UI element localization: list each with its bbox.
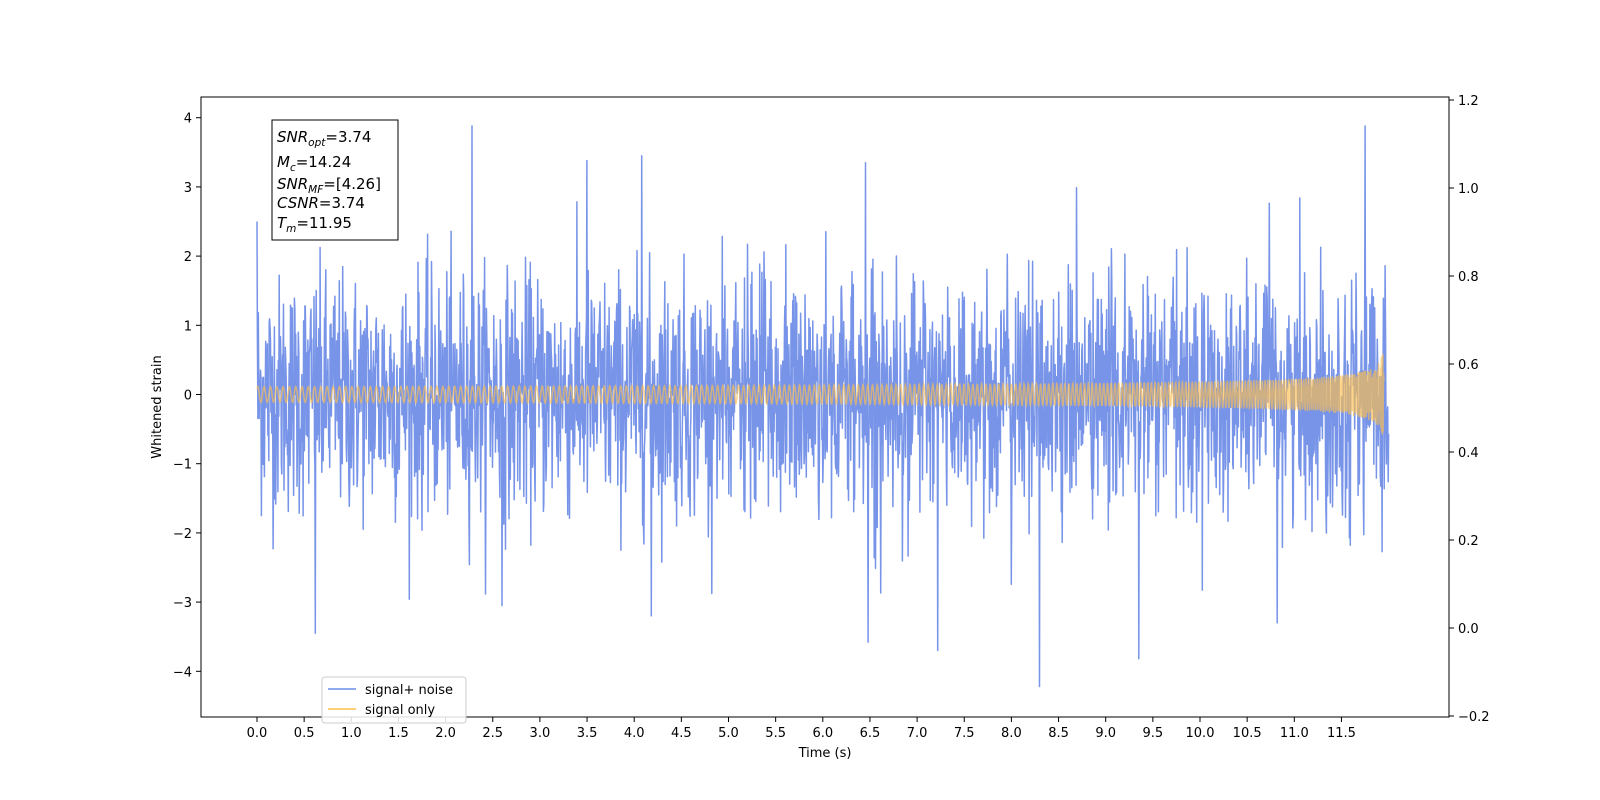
annotation-mc: Mc=14.24	[277, 153, 351, 174]
x-tick-label: 2.0	[435, 726, 456, 741]
y-tick-label: −1	[173, 458, 192, 473]
y-axis-left: 4 3 2 1 0 −1 −2 −3 −4	[173, 112, 201, 680]
annotation-box: SNRopt=3.74 Mc=14.24 SNRMF=[4.26] CSNR=3…	[271, 119, 399, 241]
y-tick-label: 1	[184, 319, 192, 334]
y-tick-label: −4	[173, 665, 192, 680]
x-tick-label: 9.0	[1095, 726, 1116, 741]
x-tick-label: 4.0	[624, 726, 645, 741]
x-tick-label: 6.5	[860, 726, 881, 741]
x-tick-label: 3.5	[577, 726, 598, 741]
y-axis-right: 1.2 1.0 0.8 0.6 0.4 0.2 0.0 −0.2	[1449, 94, 1490, 725]
x-tick-label: 10.0	[1186, 726, 1215, 741]
y-tick-label: 3	[184, 181, 192, 196]
annotation-snr-mf: SNRMF=[4.26]	[277, 175, 381, 196]
x-tick-label: 0.5	[294, 726, 315, 741]
x-tick-label: 3.0	[530, 726, 551, 741]
x-tick-label: 8.0	[1001, 726, 1022, 741]
annotation-snr-opt: SNRopt=3.74	[277, 128, 371, 149]
series-signal-plus-noise-line	[256, 125, 1390, 688]
x-tick-label: 2.5	[482, 726, 503, 741]
y2-tick-label: 0.2	[1458, 534, 1479, 549]
y2-tick-label: 0.0	[1458, 622, 1479, 637]
y2-tick-label: 1.2	[1458, 94, 1479, 109]
y-tick-label: 2	[184, 250, 192, 265]
plot-area	[256, 125, 1390, 688]
x-tick-label: 8.5	[1048, 726, 1069, 741]
y2-tick-label: 0.6	[1458, 358, 1479, 373]
x-tick-label: 1.5	[388, 726, 409, 741]
x-tick-label: 6.0	[812, 726, 833, 741]
x-tick-label: 4.5	[671, 726, 692, 741]
annotation-csnr: CSNR=3.74	[277, 194, 365, 212]
annotation-tm: Tm=11.95	[277, 214, 352, 235]
x-axis: 0.0 0.5 1.0 1.5 2.0 2.5 3.0 3.5 4.0 4.5 5.0 5.5 6.0 6…	[247, 717, 1356, 741]
y-tick-label: −3	[173, 596, 192, 611]
x-tick-label: 0.0	[247, 726, 268, 741]
legend-label-signal-plus-noise: signal+ noise	[365, 683, 453, 698]
x-tick-label: 7.5	[954, 726, 975, 741]
x-tick-label: 11.5	[1327, 726, 1356, 741]
legend-label-signal-only: signal only	[365, 703, 435, 718]
x-tick-label: 11.0	[1280, 726, 1309, 741]
y2-tick-label: 0.4	[1458, 446, 1479, 461]
y2-tick-label: −0.2	[1458, 710, 1490, 725]
y2-tick-label: 0.8	[1458, 270, 1479, 285]
x-tick-label: 10.5	[1233, 726, 1262, 741]
y-tick-label: −2	[173, 527, 192, 542]
x-tick-label: 1.0	[341, 726, 362, 741]
x-axis-label: Time (s)	[798, 746, 852, 761]
x-tick-label: 5.0	[718, 726, 739, 741]
axes-frame	[200, 96, 1450, 718]
y-tick-label: 4	[184, 112, 192, 127]
series-signal-only-line	[256, 353, 1385, 435]
legend: signal+ noise signal only	[321, 676, 467, 724]
x-tick-label: 7.0	[907, 726, 928, 741]
x-tick-label: 9.5	[1143, 726, 1164, 741]
y2-tick-label: 1.0	[1458, 182, 1479, 197]
y-axis-label: Whitened strain	[150, 355, 165, 458]
x-tick-label: 5.5	[765, 726, 786, 741]
y-tick-label: 0	[184, 389, 192, 404]
